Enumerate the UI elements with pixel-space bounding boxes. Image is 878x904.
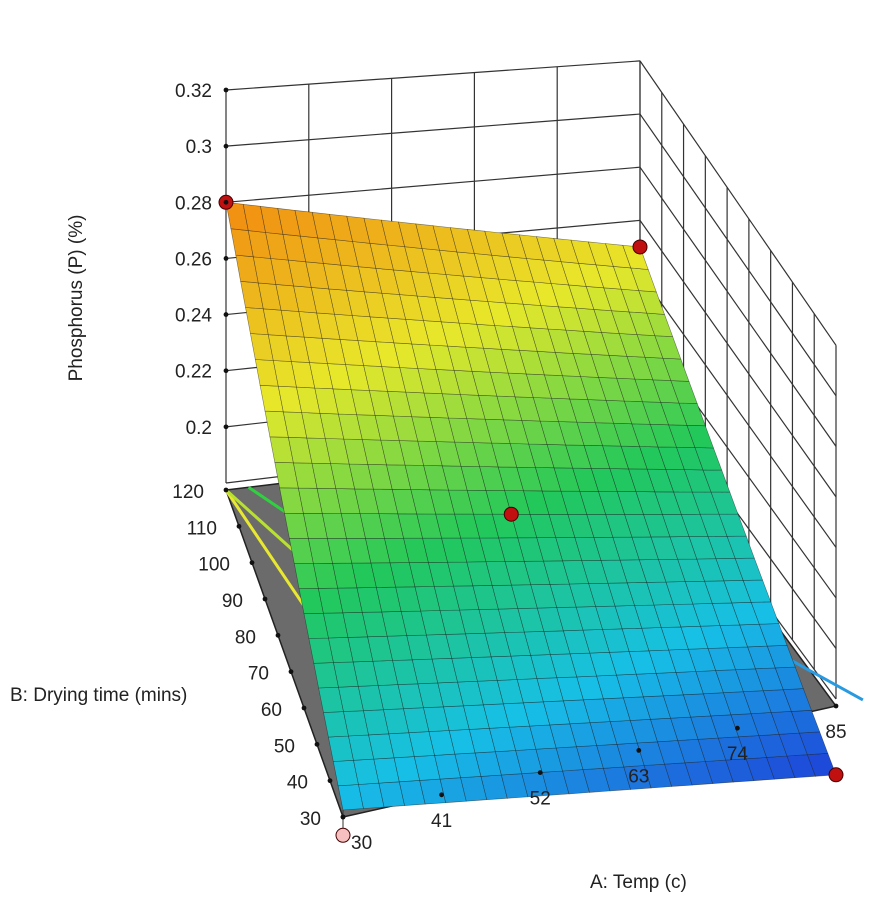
right-wall-hline-2 [639,273,837,548]
z-tick-label-4: 0.28 [175,193,212,214]
y-tick-label-5: 80 [235,627,256,648]
y-tick-label-6: 90 [222,591,243,612]
x-tick-label-0: 30 [351,833,372,854]
z-tick-dot-3 [223,256,229,261]
right-wall-hline-6 [639,60,837,346]
right-wall-hline-3 [639,220,837,498]
y-tick-label-2: 50 [274,736,295,757]
x-tick-label-1: 41 [431,811,452,832]
z-tick-dot-2 [223,312,229,317]
z-tick-dot-1 [223,368,229,374]
y-tick-label-1: 40 [287,773,308,794]
y-tick-label-7: 100 [198,555,230,576]
x-tick-label-5: 85 [825,722,846,743]
y-tick-dot-1 [327,778,333,784]
z-tick-dot-6 [223,87,229,93]
design-point-2 [503,506,519,522]
right-wall-hline-5 [639,113,837,397]
right-wall-hline-4 [639,166,837,447]
y-tick-label-0: 30 [300,809,321,830]
design-point-3 [828,767,844,783]
x-tick-dot-5 [833,703,839,709]
y-tick-label-8: 110 [187,518,217,539]
y-tick-label-4: 70 [248,664,269,685]
z-tick-dot-5 [223,143,229,149]
x-tick-label-3: 63 [628,766,649,787]
y-tick-dot-2 [314,741,320,747]
design-point-1 [632,239,648,255]
y-tick-dot-6 [262,596,268,602]
z-tick-dot-4 [223,199,229,205]
back-wall-hline-4 [225,166,641,203]
y-tick-label-3: 60 [261,700,282,721]
y-tick-dot-3 [301,705,307,711]
z-tick-label-0: 0.2 [186,418,212,439]
axis-ticks: 0.2 0.22 0.24 0.26 0.28 0.3 0.32 30 40 50 60 70 80 90… [172,81,846,854]
z-tick-label-6: 0.32 [175,81,212,102]
z-tick-label-1: 0.22 [175,362,212,383]
z-tick-dot-0 [223,424,229,430]
y-tick-label-9: 120 [172,482,204,503]
z-tick-label-5: 0.3 [186,137,212,158]
back-wall-hline-6 [225,60,641,91]
x-tick-dot-2 [537,770,543,775]
y-tick-dot-9 [223,487,229,493]
x-tick-label-4: 74 [727,744,749,765]
x-axis-title: A: Temp (c) [590,872,687,893]
y-tick-dot-4 [288,669,294,675]
y-tick-dot-5 [275,632,281,638]
z-tick-label-3: 0.26 [175,249,212,270]
y-tick-dot-8 [236,523,242,529]
z-axis-title: Phosphorus (P) (%) [66,215,87,382]
back-wall-hline-5 [225,113,641,147]
x-tick-dot-1 [439,792,444,798]
y-tick-dot-7 [249,560,255,566]
x-tick-label-2: 52 [530,789,551,810]
response-surface [225,201,837,811]
z-tick-label-2: 0.24 [175,306,212,327]
x-tick-dot-3 [636,748,642,753]
design-point-4 [335,827,351,843]
y-axis-title: B: Drying time (mins) [10,685,187,706]
x-tick-dot-0 [340,814,346,820]
x-tick-dot-4 [735,725,740,731]
